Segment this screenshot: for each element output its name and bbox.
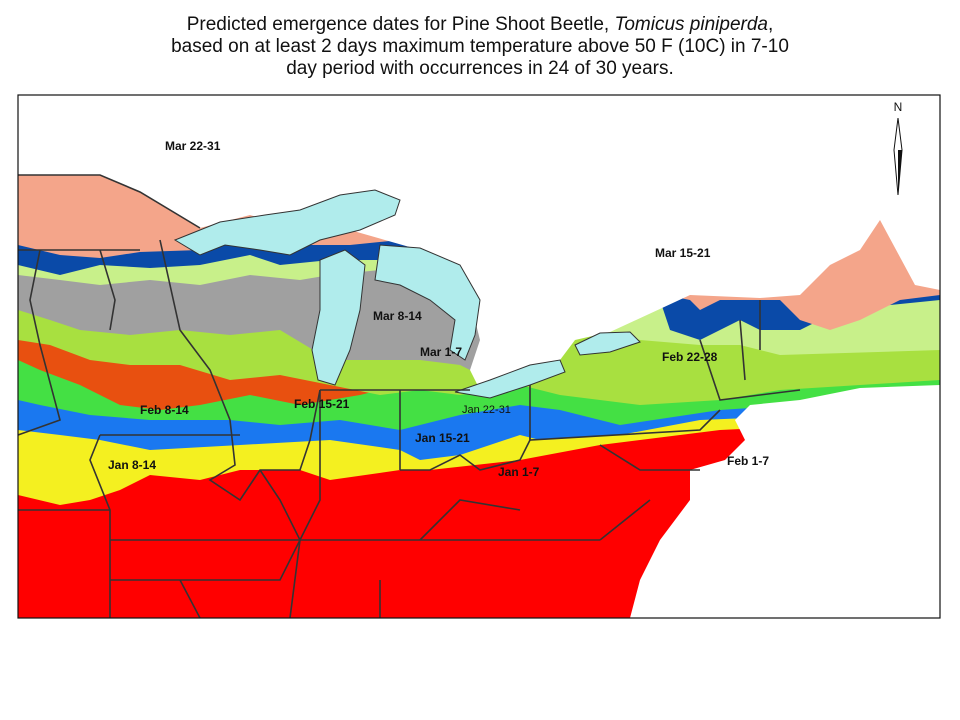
title-text: Predicted emergence dates for Pine Shoot… [186,14,610,35]
canada [18,95,940,390]
zone-label: Mar 8-14 [373,309,422,323]
compass: N [893,100,903,196]
zone-label: Jan 8-14 [108,458,156,472]
zone-label: Jan 15-21 [415,431,470,445]
map-frame [17,94,941,619]
zone-label: Feb 15-21 [294,397,350,411]
title-line: based on at least 2 days maximum tempera… [171,36,789,57]
zone-label: Feb 8-14 [140,403,189,417]
title-line: day period with occurrences in 24 of 30 … [286,58,674,79]
title-line: Predicted emergence dates for Pine Shoot… [0,14,960,36]
zone-label: Mar 1-7 [420,345,462,359]
compass-label: N [894,100,903,114]
great-lakes [173,189,641,399]
zone-label: Jan 22-31 [462,404,511,416]
zone-label: Feb 1-7 [727,454,769,468]
lake-superior [173,189,401,256]
state-borders [17,174,801,619]
lake-huron [374,244,481,361]
title-text: , [767,14,774,35]
compass-needle [898,150,902,195]
species-name: Tomicus piniperda [614,14,768,35]
lake-erie [454,359,566,399]
zone-label: Mar 22-31 [165,139,221,153]
lake-ontario [574,331,641,356]
zone-label: Mar 15-21 [655,246,711,260]
zone-label: Jan 1-7 [498,465,540,479]
zone-label: Feb 22-28 [662,350,718,364]
zone-labels: Mar 22-31 Mar 15-21 Mar 8-14 Mar 1-7 Feb 22-… [108,139,769,479]
lake-michigan [311,249,366,386]
ocean [630,385,940,618]
